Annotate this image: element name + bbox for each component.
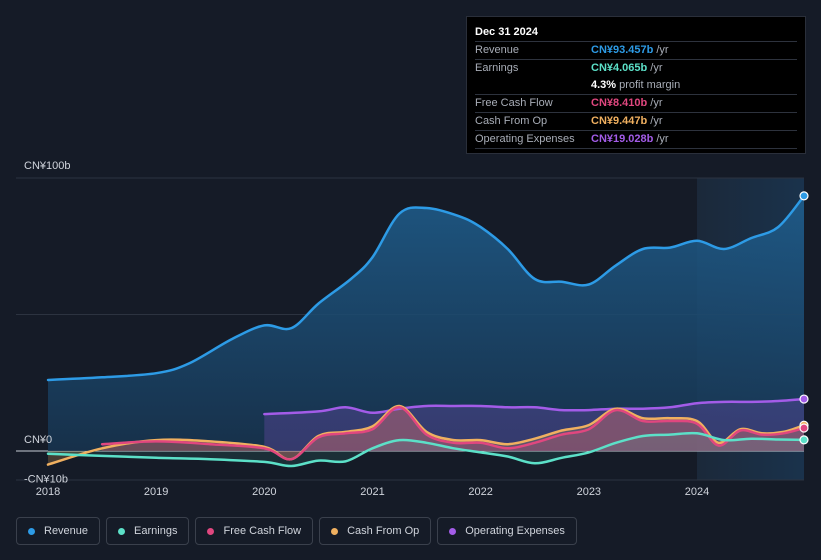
operating-expenses-dot-icon <box>449 527 457 535</box>
cash-from-op-dot-icon <box>331 527 339 535</box>
legend-label: Free Cash Flow <box>223 525 302 537</box>
legend: Revenue Earnings Free Cash Flow Cash Fro… <box>16 517 577 545</box>
tooltip-unit: /yr <box>656 44 669 56</box>
operating-expenses-end-point <box>799 394 809 404</box>
legend-cash-from-op[interactable]: Cash From Op <box>319 517 432 545</box>
y-tick-label: CN¥100b <box>24 160 70 172</box>
tooltip-value: CN¥9.447b <box>591 115 648 127</box>
free-cash-flow-end-point <box>799 423 809 433</box>
tooltip-date: Dec 31 2024 <box>475 23 797 42</box>
tooltip-value: CN¥8.410b <box>591 97 648 109</box>
legend-label: Revenue <box>44 525 89 537</box>
legend-label: Operating Expenses <box>465 525 565 537</box>
operating-expenses-area <box>264 399 804 451</box>
tooltip-row-profit-margin: 4.3% profit margin <box>475 77 797 95</box>
x-tick-label: 2018 <box>36 486 60 498</box>
tooltip-unit: /yr <box>656 133 669 145</box>
revenue-area <box>48 195 804 451</box>
series-areas <box>48 195 805 467</box>
tooltip-label: Operating Expenses <box>475 133 575 145</box>
tooltip-value: CN¥93.457b <box>591 44 654 56</box>
tooltip-row-earnings: Earnings CN¥4.065b /yr <box>475 60 797 77</box>
tooltip-row-revenue: Revenue CN¥93.457b /yr <box>475 42 797 60</box>
x-tick-label: 2024 <box>685 486 709 498</box>
tooltip-row-cash-from-op: Cash From Op CN¥9.447b /yr <box>475 113 797 131</box>
revenue-line <box>46 194 806 382</box>
x-tick-label: 2019 <box>144 486 168 498</box>
y-tick-label: -CN¥10b <box>24 473 68 485</box>
free-cash-flow-dot-icon <box>207 527 215 535</box>
tooltip-row-free-cash-flow: Free Cash Flow CN¥8.410b /yr <box>475 95 797 113</box>
tooltip-panel: Dec 31 2024 Revenue CN¥93.457b /yr Earni… <box>466 16 806 154</box>
free-cash-flow-area <box>102 407 805 460</box>
x-tick-label: 2021 <box>360 486 384 498</box>
tooltip-unit: /yr <box>650 97 663 109</box>
legend-operating-expenses[interactable]: Operating Expenses <box>437 517 577 545</box>
legend-earnings[interactable]: Earnings <box>106 517 190 545</box>
earnings-area <box>48 433 804 467</box>
x-axis-ticks: 2018 2019 2020 2021 2022 2023 2024 <box>36 486 709 498</box>
tooltip-value: CN¥4.065b <box>591 62 648 74</box>
tooltip-label: Earnings <box>475 62 519 74</box>
operating-expenses-line <box>263 397 806 416</box>
tooltip-unit: /yr <box>650 115 663 127</box>
legend-label: Earnings <box>134 525 178 537</box>
y-tick-label: CN¥0 <box>24 434 52 446</box>
series-lines <box>46 194 806 468</box>
earnings-end-point <box>799 435 809 445</box>
tooltip-value: 4.3% <box>591 79 617 91</box>
earnings-line <box>46 431 806 468</box>
tooltip-label: Cash From Op <box>475 115 548 127</box>
tooltip-label <box>475 77 591 94</box>
legend-label: Cash From Op <box>347 525 420 537</box>
legend-free-cash-flow[interactable]: Free Cash Flow <box>195 517 314 545</box>
revenue-dot-icon <box>28 527 35 535</box>
free-cash-flow-line <box>100 406 806 461</box>
revenue-end-point <box>799 191 809 201</box>
tooltip-label: Free Cash Flow <box>475 97 553 109</box>
legend-revenue[interactable]: Revenue <box>16 517 101 545</box>
tooltip-unit: profit margin <box>619 79 681 91</box>
x-tick-label: 2023 <box>577 486 601 498</box>
x-tick-label: 2020 <box>252 486 276 498</box>
earnings-dot-icon <box>118 527 126 535</box>
tooltip-label: Revenue <box>475 44 520 56</box>
tooltip-value: CN¥19.028b <box>591 133 654 145</box>
y-axis-ticks: CN¥100b CN¥0 -CN¥10b <box>24 160 70 485</box>
x-tick-label: 2022 <box>468 486 492 498</box>
series-end-dots <box>799 191 809 445</box>
tooltip-unit: /yr <box>650 62 663 74</box>
tooltip-row-operating-expenses: Operating Expenses CN¥19.028b /yr <box>475 131 797 149</box>
